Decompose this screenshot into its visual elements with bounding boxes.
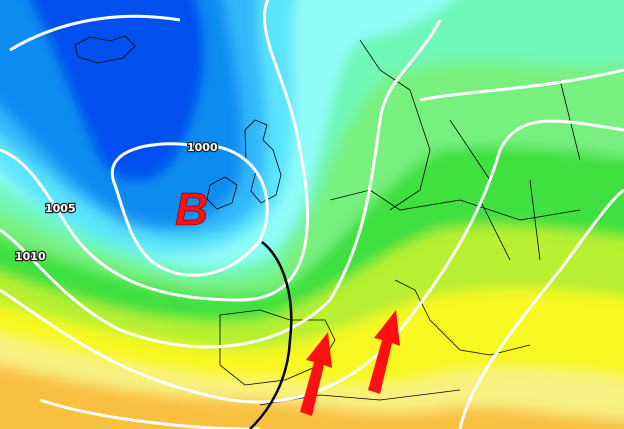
- band-deep-blue: [29, 0, 204, 182]
- coastlines-borders: [74, 35, 581, 406]
- isobar-labels: 1000 1005 1010: [14, 140, 219, 265]
- isobar-label-1005: 1005: [45, 202, 76, 215]
- isobar-label-1000: 1000: [187, 141, 218, 154]
- isobar-label-1010: 1010: [15, 250, 46, 263]
- isobar-1005: [0, 0, 309, 302]
- arrow-icon: [368, 310, 400, 394]
- europe-borders: [329, 39, 581, 356]
- isobar-995: [9, 14, 181, 52]
- front-line: [249, 241, 293, 429]
- isobar-1010: [0, 19, 442, 349]
- arrow-icon: [300, 332, 332, 416]
- iceland-outline: [74, 35, 136, 64]
- warm-air-arrows: [300, 310, 400, 416]
- low-pressure-letter: B: [175, 183, 208, 235]
- isobar-1010-north: [419, 68, 624, 102]
- ireland-outline: [206, 176, 238, 210]
- isobar-1000: [111, 142, 269, 277]
